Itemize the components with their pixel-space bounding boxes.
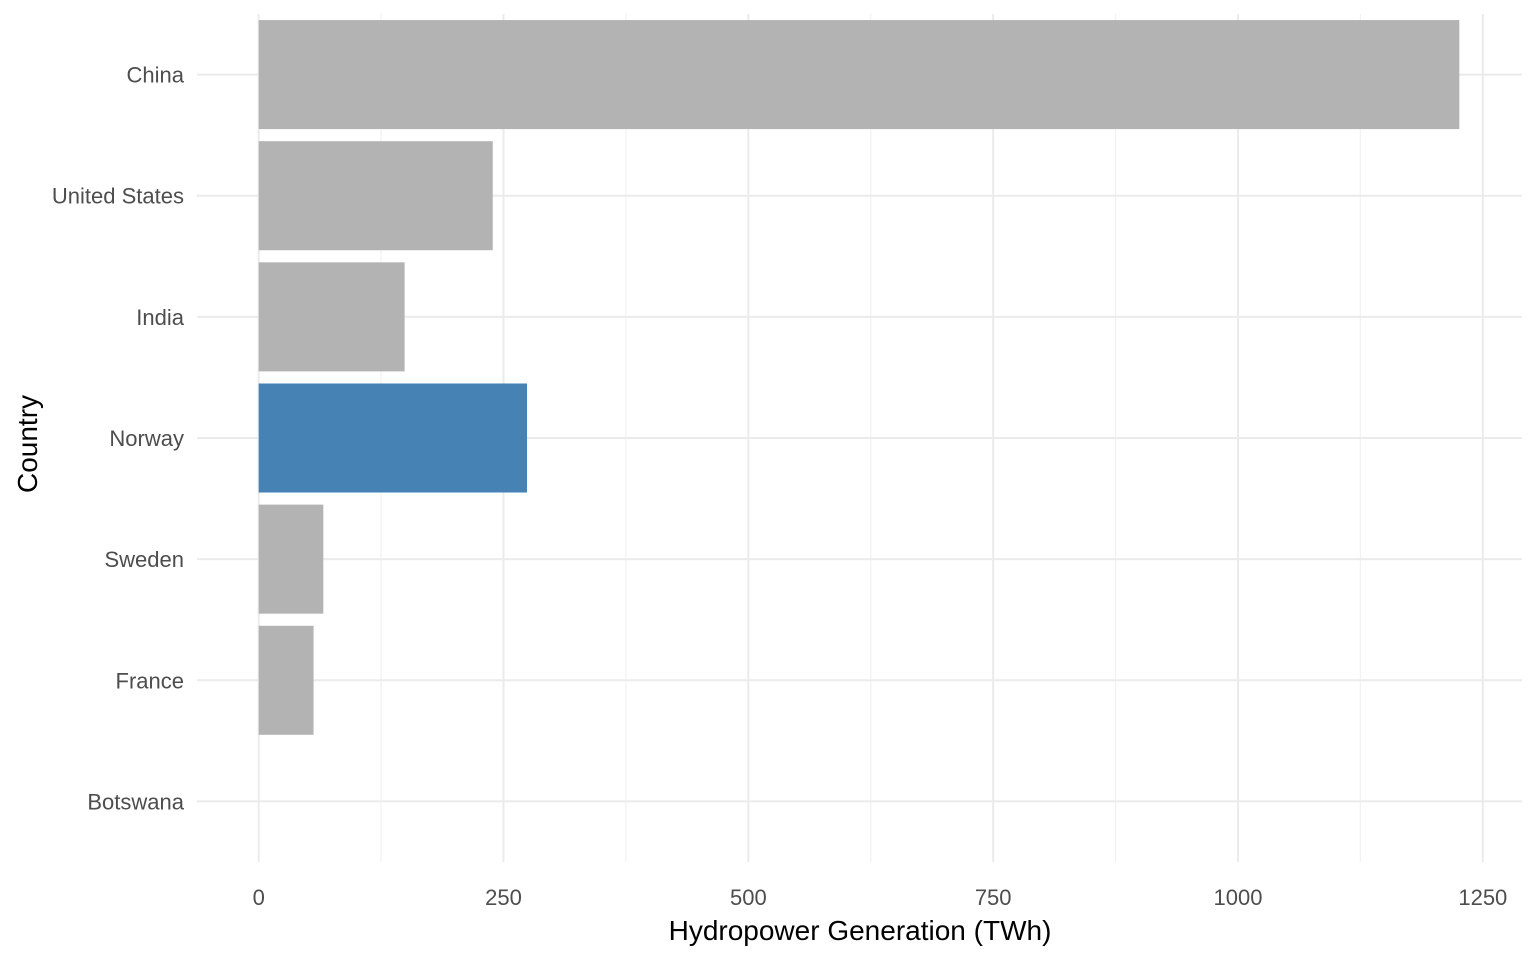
bar-united-states (258, 141, 493, 251)
x-tick-label: 0 (253, 885, 265, 910)
x-tick-label: 750 (975, 885, 1012, 910)
bar-france (258, 625, 314, 735)
y-tick-label: United States (52, 184, 184, 209)
y-axis-title: Country (12, 395, 43, 493)
bar-china (258, 20, 1460, 130)
y-tick-label: France (116, 668, 184, 693)
x-axis-title: Hydropower Generation (TWh) (669, 915, 1052, 946)
bar-india (258, 262, 405, 372)
x-tick-label: 1000 (1214, 885, 1263, 910)
bar-norway (258, 383, 528, 493)
y-tick-labels: China United States India Norway Sweden Franc… (52, 63, 185, 815)
y-tick-label: Botswana (87, 789, 184, 814)
x-tick-label: 250 (485, 885, 522, 910)
x-tick-labels: 0 250 500 750 1000 1250 (253, 885, 1508, 910)
x-tick-label: 500 (730, 885, 767, 910)
y-tick-label: Norway (109, 426, 184, 451)
bar-sweden (258, 504, 324, 614)
x-tick-label: 1250 (1458, 885, 1507, 910)
y-tick-label: Sweden (104, 547, 184, 572)
y-tick-label: India (136, 305, 184, 330)
y-tick-label: China (127, 63, 185, 88)
bars-group (258, 20, 1460, 735)
